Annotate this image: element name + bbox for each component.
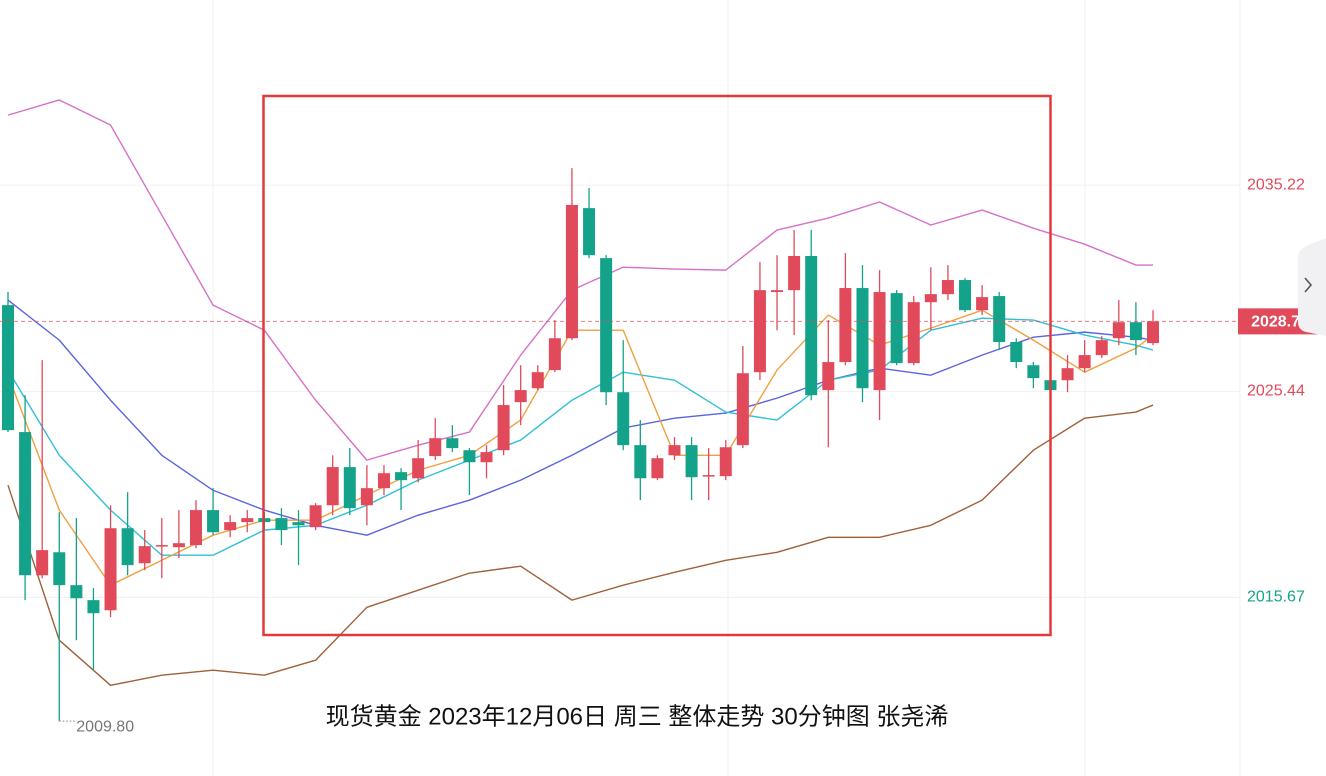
grid (0, 184, 1240, 598)
candle-body (429, 438, 442, 457)
indicator-line (7, 317, 1154, 556)
candle-body (514, 390, 527, 403)
y-tick-label: 2025.44 (1247, 383, 1305, 400)
candle-body (719, 447, 732, 477)
candle-body (856, 288, 869, 389)
candle-body (1010, 342, 1023, 363)
candle-body (941, 280, 954, 295)
candle-body (1095, 340, 1108, 356)
candle-body (395, 472, 408, 481)
candle-body (53, 552, 66, 586)
candle-body (771, 290, 784, 293)
candle-body (907, 302, 920, 364)
candle-body (189, 510, 202, 546)
candle-body (1112, 322, 1125, 339)
candle-body (634, 445, 647, 479)
candle-body (377, 473, 390, 489)
candle-body (959, 280, 972, 311)
candle-body (275, 518, 288, 531)
candle-body (155, 545, 168, 547)
candle-body (702, 475, 715, 477)
candle-body (531, 372, 544, 389)
candle-body (497, 405, 510, 451)
candle-body (565, 204, 578, 339)
candle-body (993, 296, 1006, 343)
candle-body (805, 255, 818, 396)
candle-body (360, 488, 373, 506)
candle-body (36, 550, 49, 576)
candle-body (70, 585, 83, 599)
candle-body (326, 467, 339, 506)
side-tab-bg[interactable] (1298, 238, 1326, 336)
candle-body (172, 543, 185, 548)
indicator-line (7, 309, 1154, 586)
candle-body (668, 445, 681, 456)
candles: 2009.80 (2, 168, 1159, 735)
candle-body (1129, 322, 1142, 341)
indicator-line (7, 299, 1154, 536)
y-tick-label: 2015.67 (1247, 589, 1305, 606)
candle-body (788, 255, 801, 291)
candle-body (2, 305, 14, 431)
candle-body (19, 432, 32, 576)
min-label: 2009.80 (76, 718, 134, 735)
candle-body (480, 452, 493, 463)
candle-body (976, 297, 989, 311)
candle-body (104, 528, 117, 611)
candle-body (87, 600, 100, 614)
chart-title: 现货黄金 2023年12月06日 周三 整体走势 30分钟图 张尧浠 (326, 703, 949, 730)
candle-body (309, 505, 322, 528)
candle-body (292, 522, 305, 526)
candle-body (1147, 321, 1159, 344)
candle-body (446, 438, 459, 449)
candle-body (1078, 355, 1091, 369)
indicator-line (7, 99, 1153, 461)
candle-body (873, 292, 886, 391)
indicator-lines (7, 99, 1154, 687)
highlight-box (262, 94, 1052, 637)
candle-body (343, 467, 356, 509)
candle-body (224, 522, 237, 531)
candle-body (241, 518, 254, 523)
candle-body (121, 528, 134, 566)
indicator-line (7, 404, 1154, 687)
candle-body (736, 373, 749, 446)
side-tab[interactable] (1298, 238, 1326, 336)
side-tab-arrow[interactable] (1304, 277, 1313, 293)
candle-body (617, 392, 630, 446)
candle-body (651, 458, 664, 479)
candle-body (412, 458, 425, 479)
last-price-label: 2028.76 (1251, 314, 1309, 331)
vertical-grid (212, 0, 1241, 776)
candle-body (839, 288, 852, 363)
candle-body (924, 294, 937, 303)
candle-body (685, 445, 698, 478)
candle-body (753, 290, 766, 373)
candle-body (1061, 368, 1074, 381)
candle-body (138, 546, 151, 564)
candle-body (822, 362, 835, 391)
candle-body (600, 258, 613, 393)
candle-body (583, 208, 596, 256)
candle-body (207, 510, 220, 533)
candle-body (890, 293, 903, 364)
candle-body (548, 338, 561, 371)
y-tick-label: 2035.22 (1247, 176, 1305, 193)
candle-body (1027, 365, 1040, 379)
candle-body (463, 450, 476, 463)
